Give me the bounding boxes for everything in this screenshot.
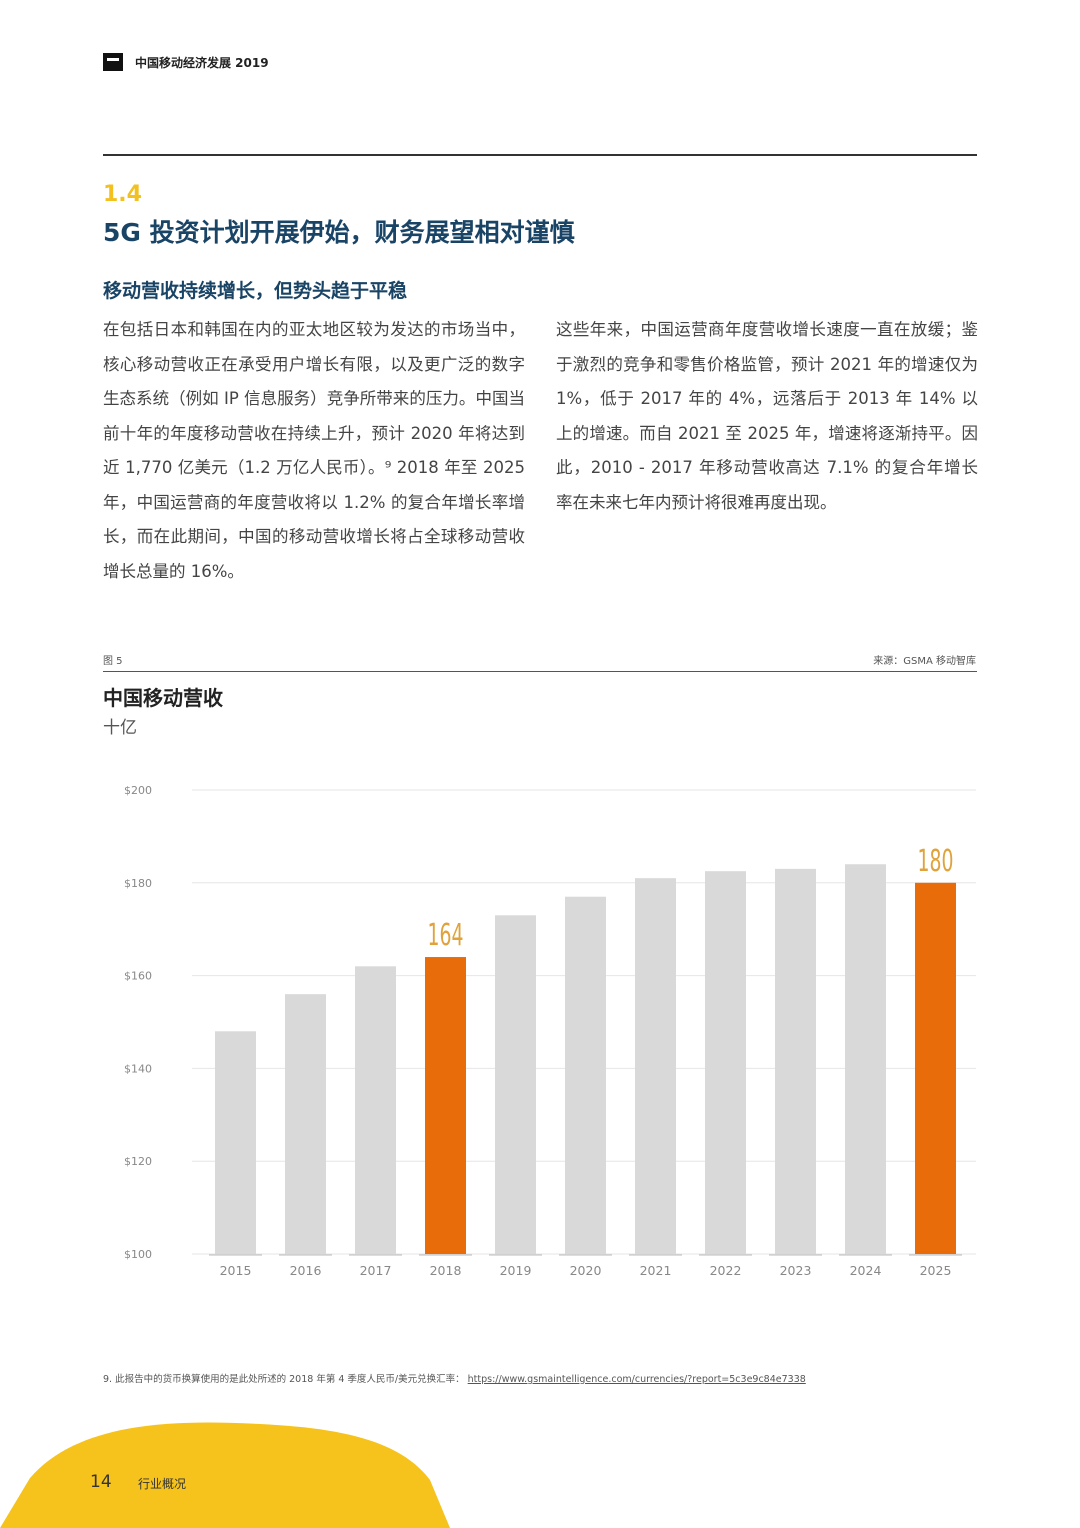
bar [285,994,326,1254]
bar [355,966,396,1254]
x-tick-label: 2020 [570,1263,602,1278]
x-tick-label: 2025 [920,1263,952,1278]
y-tick-label: $100 [124,1248,152,1261]
x-tick-label: 2021 [640,1263,672,1278]
footnote: 9. 此报告中的货币换算使用的是此处所述的 2018 年第 4 季度人民币/美元… [103,1371,806,1385]
x-tick-label: 2023 [780,1263,812,1278]
page-number: 14 [90,1472,112,1492]
bar [425,957,466,1254]
bar [565,896,606,1254]
header-title: 中国移动经济发展 2019 [135,55,269,70]
footer-corner-shape [0,1422,450,1528]
y-tick-label: $180 [124,877,152,890]
revenue-bar-chart: $100 $120 $140 $160 $180 $200 2015 2016 2017 2018… [124,784,976,1278]
subheading: 移动营收持续增长，但势头趋于平稳 [103,280,408,302]
page-header: 中国移动经济发展 2019 [103,50,269,74]
figure-source: 来源：GSMA 移动智库 [873,656,976,667]
bar [215,1031,256,1254]
chart-unit: 十亿 [103,718,137,738]
bar [495,915,536,1254]
bar [915,882,956,1254]
data-label: 180 [918,844,954,879]
gsma-logo-icon [103,53,123,71]
bar [705,871,746,1254]
body-column-2: 这些年来，中国运营商年度营收增长速度一直在放缓；鉴于激烈的竞争和零售价格监管，预… [556,320,978,512]
footer-section-name: 行业概况 [138,1477,187,1491]
bar [775,868,816,1254]
bar [845,864,886,1254]
x-tick-label: 2024 [850,1263,882,1278]
x-tick-label: 2022 [710,1263,742,1278]
x-tick-label: 2018 [430,1263,462,1278]
footnote-number: 9. [103,1374,113,1385]
section-number: 1.4 [103,182,142,207]
body-column-1: 在包括日本和韩国在内的亚太地区较为发达的市场当中，核心移动营收正在承受用户增长有… [103,320,525,581]
y-tick-label: $200 [124,784,152,797]
figure-label: 图 5 [103,656,123,667]
figure-divider [103,671,977,672]
x-tick-label: 2016 [290,1263,322,1278]
footnote-text: 此报告中的货币换算使用的是此处所述的 2018 年第 4 季度人民币/美元兑换汇… [115,1374,465,1385]
x-tick-label: 2019 [500,1263,532,1278]
chart-title: 中国移动营收 [103,686,223,710]
section-title: 5G 投资计划开展伊始，财务展望相对谨慎 [103,218,575,247]
bar [635,878,676,1254]
top-divider [103,154,977,156]
footnote-link[interactable]: https://www.gsmaintelligence.com/currenc… [467,1374,806,1385]
y-tick-label: $160 [124,970,152,983]
data-label: 164 [428,918,464,953]
y-tick-label: $120 [124,1155,152,1168]
x-tick-label: 2015 [220,1263,252,1278]
x-tick-label: 2017 [360,1263,392,1278]
y-tick-label: $140 [124,1062,152,1075]
